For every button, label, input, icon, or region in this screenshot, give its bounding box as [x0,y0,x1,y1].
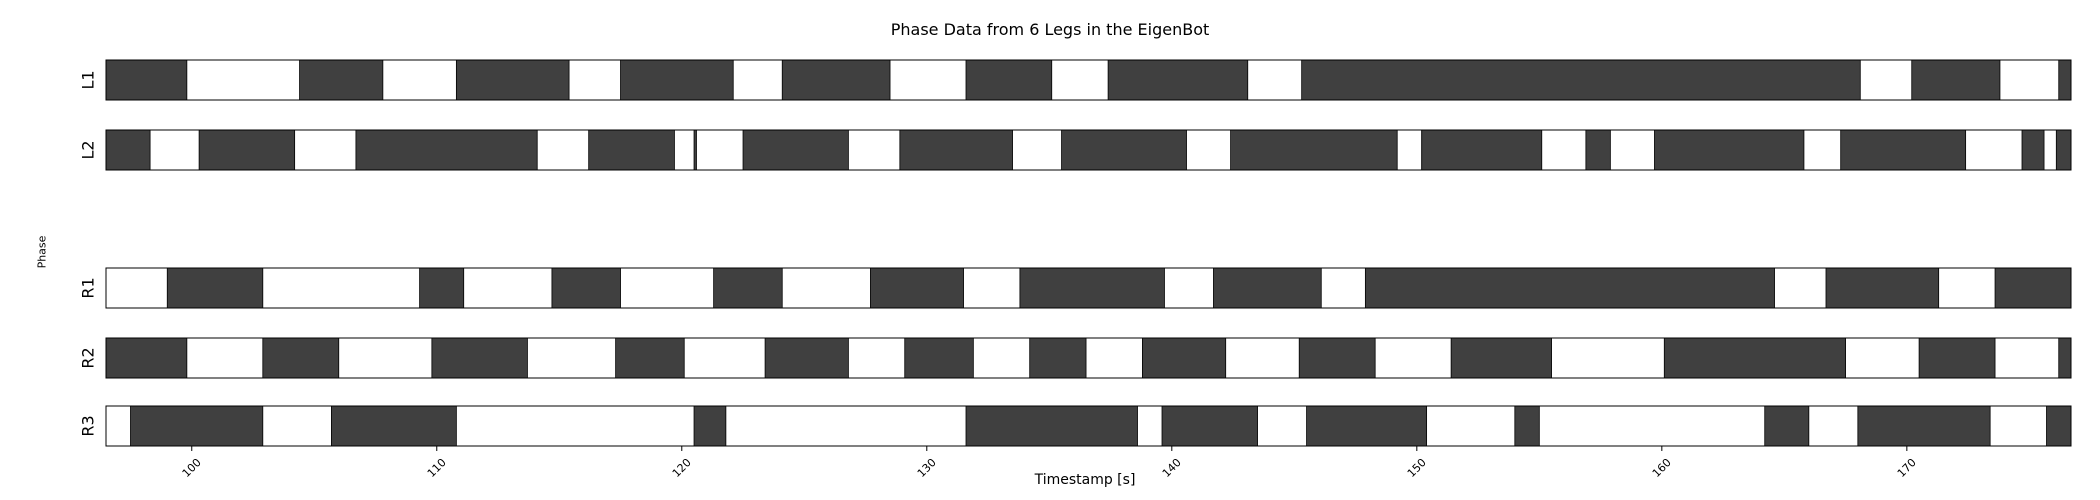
bar-R2-5 [904,337,974,379]
row-border-R1 [105,267,2072,309]
x-tick-label-160: 160 [1650,456,1674,480]
bar-L1-1 [299,59,384,101]
bar-L2-11 [1585,129,1611,171]
row-border-L1 [105,59,2072,101]
bar-R2-1 [262,337,340,379]
row-label-R1: R1 [79,277,98,298]
row-label-L2: L2 [79,140,98,159]
x-axis-label: Timestamp [s] [1034,472,1136,488]
row-labels: L1 L2 R1 R2 R3 [79,70,98,436]
row-border-R3 [105,405,2072,447]
bar-R1-6 [1213,267,1322,309]
bar-L2-14 [2021,129,2045,171]
bar-R2-6 [1029,337,1087,379]
bar-R1-3 [713,267,783,309]
bar-L1-4 [781,59,891,101]
y-axis-label: Phase [35,235,49,269]
bar-L2-13 [1840,129,1967,171]
bar-R3-9 [2046,405,2072,447]
bar-L1-2 [455,59,570,101]
bar-R3-3 [965,405,1138,447]
bar-R2-11 [1918,337,1996,379]
bar-R2-8 [1298,337,1376,379]
bar-R2-7 [1142,337,1227,379]
bar-L2-4 [693,129,697,171]
row-border-R2 [105,337,2072,379]
bar-R2-12 [2058,337,2072,379]
bar-R3-6 [1514,405,1540,447]
bar-R2-4 [764,337,849,379]
bar-L2-15 [2055,129,2072,171]
bar-L2-1 [198,129,296,171]
bar-L2-2 [355,129,538,171]
bar-R2-10 [1663,337,1846,379]
x-tick-label-170: 170 [1895,456,1919,480]
bar-R3-1 [331,405,457,447]
bar-L1-5 [965,59,1053,101]
bar-R3-4 [1161,405,1258,447]
x-tick-label-120: 120 [670,456,694,480]
bar-R1-4 [870,267,964,309]
bar-R1-0 [166,267,264,309]
bar-R2-9 [1450,337,1552,379]
bar-R3-8 [1857,405,1991,447]
x-tick-label-100: 100 [180,456,204,480]
x-tick-label-110: 110 [425,456,449,480]
bar-R3-0 [130,405,264,447]
bar-L1-3 [620,59,734,101]
x-tick-label-150: 150 [1405,456,1429,480]
bar-R1-8 [1825,267,1940,309]
bars-layer [105,59,2072,447]
bar-L2-7 [1061,129,1187,171]
bar-R3-2 [693,405,727,447]
row-border-L2 [105,129,2072,171]
bar-L2-3 [588,129,675,171]
row-label-R3: R3 [79,415,98,436]
bar-R1-1 [419,267,465,309]
bar-L2-0 [105,129,151,171]
bar-L1-7 [1301,59,1861,101]
x-tick-label-140: 140 [1160,456,1184,480]
bar-L2-8 [1230,129,1398,171]
bar-R1-5 [1019,267,1165,309]
bar-R1-2 [551,267,621,309]
bar-L1-8 [1911,59,2001,101]
chart-title: Phase Data from 6 Legs in the EigenBot [890,20,1210,39]
bar-L1-0 [105,59,188,101]
bar-R2-3 [615,337,685,379]
row-label-L1: L1 [79,70,98,89]
bar-L2-6 [899,129,1013,171]
bar-L2-10 [1421,129,1543,171]
row-label-R2: R2 [79,347,98,368]
bar-L1-6 [1107,59,1249,101]
bar-R2-0 [105,337,188,379]
bar-R1-7 [1364,267,1775,309]
bar-L2-5 [742,129,849,171]
bar-R1-9 [1994,267,2072,309]
bar-R2-2 [431,337,528,379]
bar-R3-7 [1764,405,1810,447]
bar-L1-9 [2058,59,2072,101]
x-tick-label-130: 130 [915,456,939,480]
bar-R3-5 [1306,405,1428,447]
bar-L2-12 [1654,129,1805,171]
